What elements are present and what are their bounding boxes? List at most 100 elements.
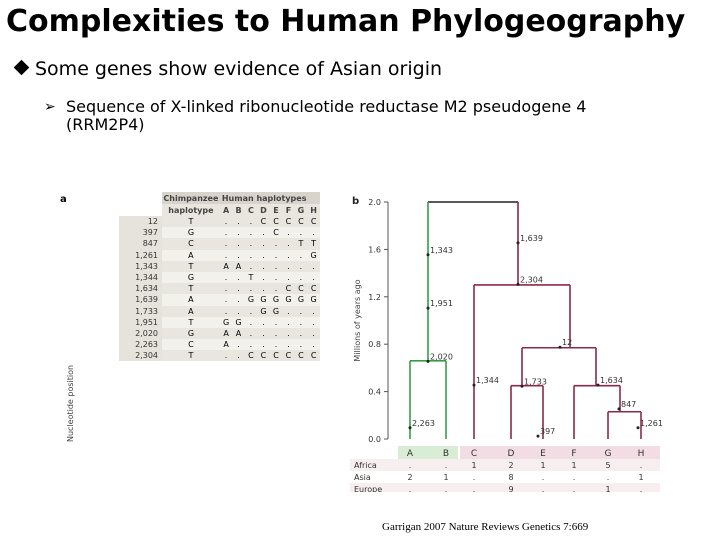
haplotype-base: .: [232, 238, 245, 250]
haplotype-base: T: [294, 238, 308, 250]
haplotype-base: .: [282, 316, 295, 328]
human-header: Human haplotypes: [219, 192, 320, 204]
haplotype-base: .: [269, 316, 283, 328]
region-name: Europe: [354, 485, 382, 492]
chimp-base: T: [162, 283, 220, 295]
mutation-dot: [426, 306, 430, 310]
haplotype-base: .: [269, 283, 283, 295]
haplotype-base: .: [282, 238, 295, 250]
haplotype-base: .: [307, 316, 320, 328]
haplotype-label-B: B: [443, 449, 449, 459]
haplotype-base: A: [232, 327, 245, 340]
table-row: 12 T... C C C C C: [119, 216, 320, 228]
mutation-dot: [636, 426, 640, 430]
chimp-base: G: [162, 327, 220, 340]
table-row: 1,639 A.. G G G G G G: [119, 294, 320, 306]
haplotype-label-C: C: [471, 449, 477, 459]
haplotype-label-A: A: [407, 449, 414, 459]
haplotype-base: .: [219, 271, 233, 284]
mutation-dot: [536, 434, 540, 438]
region-count: .: [542, 485, 545, 492]
haplotype-base: .: [244, 260, 258, 272]
mutation-dot: [426, 253, 430, 257]
region-count: .: [445, 461, 448, 470]
haplotype-base: .: [307, 271, 320, 284]
chimp-subheader: haplotype: [162, 204, 220, 216]
haplotype-base: C: [257, 350, 270, 362]
diamond-bullet-icon: [13, 59, 30, 76]
mutation-dot: [426, 359, 430, 363]
haplotype-base: .: [307, 339, 320, 351]
haplotype-base: G: [257, 305, 270, 317]
table-row: 1,951 T G G......: [119, 316, 320, 328]
haplotype-label-F: F: [571, 449, 576, 459]
region-count: .: [640, 461, 643, 470]
haplotype-col-A: A: [219, 204, 233, 216]
haplotype-base: .: [282, 249, 295, 261]
table-y-label: Nucleotide position: [66, 364, 75, 442]
green-band: [398, 446, 458, 460]
region-count: 9: [508, 485, 513, 492]
region-count: .: [640, 485, 643, 492]
haplotype-base: .: [269, 249, 283, 261]
haplotype-base: .: [232, 294, 245, 306]
haplotype-base: .: [257, 316, 270, 328]
mutation-label: 1,733: [524, 377, 547, 386]
haplotype-base: .: [282, 227, 295, 239]
y-tick-label: 0.4: [368, 388, 381, 397]
haplotype-base: A: [219, 339, 233, 351]
region-count: 5: [605, 461, 610, 470]
mutation-label: 847: [621, 400, 636, 409]
chimp-base: A: [162, 305, 220, 317]
haplotype-table-panel: a Chimpanzee Human haplotypes haplotype …: [58, 192, 320, 442]
y-tick-label: 0.0: [368, 435, 381, 444]
region-count: 1: [605, 485, 610, 492]
haplotype-col-C: C: [244, 204, 258, 216]
haplotype-base: .: [257, 227, 270, 239]
panel-b-letter: b: [352, 196, 359, 207]
haplotype-base: C: [257, 216, 270, 228]
haplotype-base: G: [269, 305, 283, 317]
haplotype-base: .: [294, 339, 308, 351]
haplotype-base: .: [244, 327, 258, 340]
haplotype-base: .: [219, 294, 233, 306]
haplotype-base: .: [244, 316, 258, 328]
haplotype-base: .: [232, 350, 245, 362]
y-tick-label: 1.6: [368, 245, 381, 254]
mutation-label: 1,639: [520, 234, 543, 243]
region-count: .: [409, 485, 412, 492]
haplotype-base: .: [294, 260, 308, 272]
haplotype-base: G: [282, 294, 295, 306]
haplotype-base: C: [307, 350, 320, 362]
haplotype-base: G: [307, 249, 320, 261]
region-count: .: [607, 473, 610, 482]
mutation-dot: [516, 241, 520, 245]
sub-bullet-rrm2p4: ➢ Sequence of X-linked ribonucleotide re…: [44, 98, 704, 134]
haplotype-base: C: [294, 283, 308, 295]
region-count: 1: [443, 473, 448, 482]
haplotype-base: .: [294, 227, 308, 239]
haplotype-base: .: [219, 350, 233, 362]
nucleotide-position: 2,020: [119, 327, 162, 340]
haplotype-base: .: [282, 339, 295, 351]
haplotype-base: .: [219, 283, 233, 295]
haplotype-base: .: [219, 249, 233, 261]
region-name: Asia: [354, 473, 371, 482]
haplotype-base: .: [244, 283, 258, 295]
haplotype-base: .: [269, 327, 283, 340]
haplotype-base: .: [307, 227, 320, 239]
chimp-base: T: [162, 260, 220, 272]
haplotype-base: .: [257, 260, 270, 272]
nucleotide-position: 1,261: [119, 249, 162, 261]
haplotype-base: C: [294, 216, 308, 228]
haplotype-base: A: [232, 260, 245, 272]
haplotype-base: .: [307, 327, 320, 340]
haplotype-base: C: [244, 350, 258, 362]
haplotype-label-E: E: [540, 449, 546, 459]
haplotype-col-F: F: [282, 204, 295, 216]
mutation-label: 1,343: [430, 246, 453, 255]
haplotype-col-E: E: [269, 204, 283, 216]
haplotype-base: .: [244, 216, 258, 228]
